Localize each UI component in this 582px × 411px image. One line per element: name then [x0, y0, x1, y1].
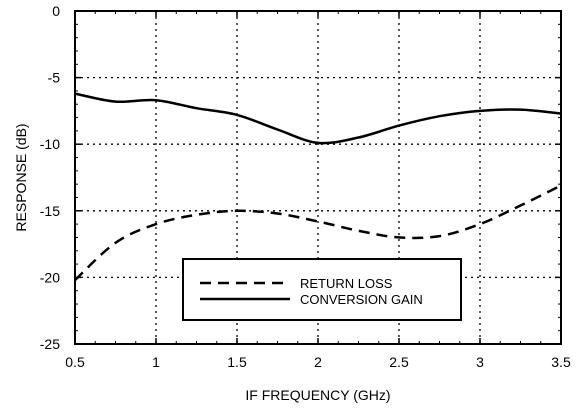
legend-label-conversion-gain: CONVERSION GAIN — [300, 292, 423, 307]
y-tick-label: -20 — [40, 269, 60, 285]
x-tick-label: 2.5 — [389, 354, 409, 370]
y-tick-label: 0 — [52, 3, 60, 19]
x-tick-label: 1 — [152, 354, 160, 370]
legend-box — [182, 258, 462, 321]
legend-label-return-loss: RETURN LOSS — [300, 276, 393, 291]
x-tick-label: 1.5 — [227, 354, 247, 370]
x-axis-title: IF FREQUENCY (GHz) — [245, 387, 390, 403]
y-tick-label: -25 — [40, 336, 60, 352]
x-tick-label: 3.5 — [551, 354, 571, 370]
legend: RETURN LOSS CONVERSION GAIN — [182, 258, 462, 321]
series-layer — [74, 92, 562, 282]
tick-labels: 0.5 1 1.5 2 2.5 3 3.5 0 -5 -10 -15 -20 -25 — [40, 3, 571, 370]
y-tick-label: -5 — [48, 70, 61, 86]
y-tick-label: -15 — [40, 203, 60, 219]
y-axis-title: RESPONSE (dB) — [13, 123, 29, 231]
series-line-return-loss — [74, 184, 562, 282]
x-tick-label: 3 — [476, 354, 484, 370]
x-tick-label: 2 — [314, 354, 322, 370]
series-line-conversion-gain — [74, 92, 562, 145]
axis-ticks — [74, 10, 562, 345]
y-tick-label: -10 — [40, 136, 60, 152]
x-tick-label: 0.5 — [65, 354, 85, 370]
